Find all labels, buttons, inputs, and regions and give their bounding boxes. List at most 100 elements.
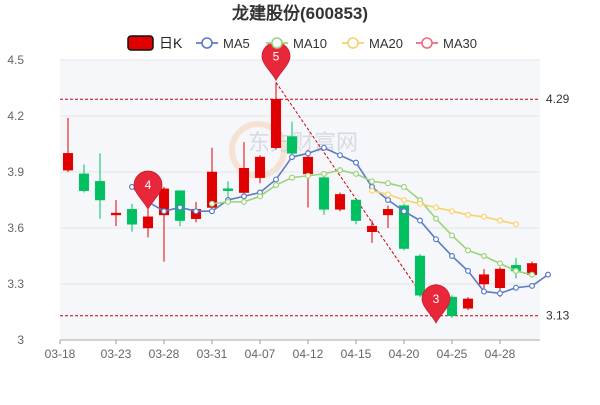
ma-point-ma5 [528,282,535,289]
ma-point-ma10 [401,183,408,190]
reference-label: 4.29 [546,92,570,106]
ma-point-ma5 [465,267,472,274]
ma-point-ma10 [209,200,216,207]
ma-point-ma5 [353,159,360,166]
candle-body [350,199,362,221]
x-tick-label: 03-23 [101,347,132,361]
ma-point-ma5 [193,208,200,215]
y-tick-label: 4.2 [7,109,24,123]
legend-label[interactable]: MA30 [443,36,477,51]
ma-point-ma20 [481,213,488,220]
candle-body [382,209,394,216]
candle-body [110,212,122,216]
legend-marker-ma20[interactable] [347,37,359,49]
candle-body [302,156,314,175]
candle-body [62,153,74,171]
reference-label: 3.13 [546,309,570,323]
candle-body [94,181,106,201]
x-tick-label: 04-12 [293,347,324,361]
ma-point-ma5 [209,208,216,215]
candle-body [222,188,234,191]
legend-marker-ma5[interactable] [201,37,213,49]
ma-point-ma5 [401,208,408,215]
candle-body [238,168,250,193]
x-tick-label: 04-15 [341,347,372,361]
ma-point-ma20 [497,217,504,224]
x-tick-label: 03-28 [149,347,180,361]
ma-point-ma10 [385,180,392,187]
x-tick-label: 04-07 [245,347,276,361]
ma-point-ma5 [273,176,280,183]
x-tick-label: 04-25 [437,347,468,361]
ma-point-ma10 [449,232,456,239]
candle-body [254,156,266,178]
ma-point-ma5 [417,217,424,224]
ma-point-ma5 [161,208,168,215]
ma-point-ma10 [257,193,264,200]
ma-point-ma5 [241,193,248,200]
ma-point-ma10 [273,182,280,189]
ma-point-ma10 [481,253,488,260]
ma-point-ma5 [449,253,456,260]
ma-point-ma5 [337,152,344,159]
ma-point-ma5 [177,204,184,211]
ma-point-ma5 [321,144,328,151]
candle-body [398,205,410,249]
ma-point-ma5 [481,288,488,295]
ma-point-ma20 [401,197,408,204]
marker-pin [133,170,163,210]
ma-point-ma20 [465,211,472,218]
ma-point-ma10 [305,172,312,179]
candle-body [286,136,298,154]
ma-point-ma20 [417,200,424,207]
x-tick-label: 04-20 [389,347,420,361]
ma-point-ma5 [385,197,392,204]
candle-body [414,255,426,296]
candle-body [126,209,138,225]
candle-body [366,225,378,232]
legend-symbol-candle[interactable] [127,35,154,51]
ma-point-ma10 [337,167,344,174]
ma-point-ma10 [241,198,248,205]
y-tick-label: 3.9 [7,165,24,179]
marker-label: 3 [433,292,440,306]
marker-pin [421,284,451,324]
ma-point-ma10 [433,215,440,222]
chart-title: 龙建股份(600853) [231,3,368,23]
ma-point-ma10 [353,170,360,177]
candle-body [78,173,90,191]
ma-point-ma5 [497,290,504,297]
ma-point-ma10 [497,260,504,267]
ma-point-ma5 [512,284,519,291]
ma-point-ma20 [369,187,376,194]
candle-body [334,194,346,210]
x-tick-label: 04-28 [485,347,516,361]
x-tick-label: 03-31 [197,347,228,361]
y-tick-label: 3.6 [7,221,24,235]
ma-point-ma10 [225,198,232,205]
legend-label[interactable]: 日K [159,35,183,51]
ma-point-ma10 [369,178,376,185]
candle-body [494,268,506,288]
legend-label[interactable]: MA20 [369,36,403,51]
ma-point-ma5 [305,150,312,157]
ma-point-ma20 [512,221,519,228]
legend-label[interactable]: MA5 [223,36,250,51]
marker-label: 5 [273,49,280,63]
candle-body [478,274,490,285]
x-tick-label: 03-18 [45,347,76,361]
candle-body [142,216,154,229]
legend-label[interactable]: MA10 [293,36,327,51]
ma-point-ma20 [449,208,456,215]
plot-area [60,60,540,340]
legend-marker-ma10[interactable] [271,37,283,49]
candle-body [318,177,330,210]
candle-body [462,298,474,309]
trend-line [275,82,437,317]
marker-label: 4 [145,178,152,192]
ma-point-ma10 [528,271,535,278]
ma-point-ma5 [544,271,551,278]
legend-marker-ma30[interactable] [421,37,433,49]
